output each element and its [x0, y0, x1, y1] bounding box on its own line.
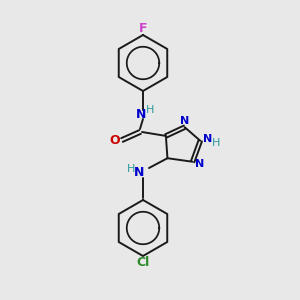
Text: O: O — [110, 134, 120, 148]
Text: H: H — [146, 105, 154, 115]
Text: Cl: Cl — [136, 256, 150, 269]
Text: H: H — [127, 164, 135, 174]
Text: N: N — [202, 134, 212, 144]
Text: N: N — [195, 159, 204, 169]
Text: F: F — [139, 22, 147, 34]
Text: N: N — [180, 116, 189, 126]
Text: N: N — [134, 167, 144, 179]
Text: N: N — [136, 107, 146, 121]
Text: H: H — [212, 138, 220, 148]
